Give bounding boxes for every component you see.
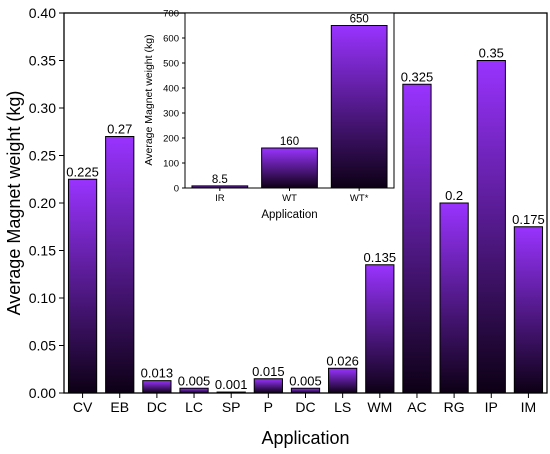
main-x-tick-label: SP: [222, 399, 241, 415]
main-x-tick-label: EB: [110, 399, 129, 415]
inset-x-tick-label: IR: [215, 193, 225, 204]
main-y-axis-title: Average Magnet weight (kg): [4, 91, 24, 316]
inset-bar: [330, 25, 388, 189]
main-data-label: 0.005: [289, 373, 322, 388]
main-data-label: 0.175: [512, 212, 545, 227]
inset-y-tick-label: 200: [163, 134, 179, 145]
main-y-tick-label: 0.05: [29, 338, 56, 354]
inset-bar: [261, 147, 318, 189]
main-bar: [328, 367, 358, 394]
main-bar: [142, 380, 172, 394]
inset-x-tick-label: WT*: [350, 193, 369, 204]
inset-y-tick-label: 700: [163, 9, 179, 20]
main-x-tick-label: IM: [521, 399, 537, 415]
main-x-tick-label: DC: [295, 399, 315, 415]
main-x-tick-label: RG: [444, 399, 465, 415]
inset-bar-chart: 8.5 160 650 0 100 200 300 400 500 600 700 IR WT WT*…: [143, 9, 395, 221]
main-y-tick-label: 0.30: [29, 100, 56, 116]
main-data-label: 0.015: [252, 364, 285, 379]
main-data-label: 0.2: [445, 188, 463, 203]
main-y-tick-label: 0.40: [29, 5, 56, 21]
main-x-tick-label: CV: [73, 399, 93, 415]
inset-y-tick-label: 400: [163, 84, 179, 95]
main-y-tick-label: 0.15: [29, 243, 56, 259]
inset-x-ticks: IR WT WT*: [215, 188, 369, 204]
main-bar: [513, 226, 544, 394]
inset-data-label: 8.5: [212, 174, 228, 186]
main-x-tick-label: DC: [147, 399, 167, 415]
main-y-tick-label: 0.20: [29, 195, 56, 211]
inset-plot-frame: [184, 12, 395, 189]
main-bar: [253, 378, 283, 394]
main-data-label: 0.325: [401, 69, 434, 84]
inset-y-tick-label: 100: [163, 159, 179, 170]
main-x-tick-label: LC: [185, 399, 203, 415]
main-bar: [179, 387, 209, 394]
inset-data-label: 650: [350, 14, 369, 26]
main-data-labels: 0.225 0.27 0.013 0.005 0.001 0.015 0.005 0.026 0…: [66, 46, 544, 393]
inset-y-tick-label: 500: [163, 59, 179, 70]
inset-y-tick-label: 600: [163, 34, 179, 45]
main-bar: [67, 178, 98, 394]
main-data-label: 0.135: [364, 250, 397, 265]
main-data-label: 0.27: [107, 122, 132, 137]
main-bars: [67, 60, 544, 394]
main-bar: [402, 83, 432, 394]
main-y-ticks: 0.00 0.05 0.10 0.15 0.20 0.25 0.30 0.35 0.40: [29, 5, 64, 401]
main-x-tick-label: WM: [367, 399, 392, 415]
main-data-label: 0.005: [178, 373, 211, 388]
inset-y-axis-title: Average Magnet weight (kg): [143, 34, 155, 165]
main-bar: [290, 387, 321, 394]
inset-y-ticks: 0 100 200 300 400 500 600 700: [163, 9, 185, 195]
inset-bars: [191, 25, 388, 189]
inset-y-tick-label: 300: [163, 109, 179, 120]
inset-data-label: 160: [280, 136, 299, 148]
main-y-tick-label: 0.10: [29, 290, 56, 306]
main-data-label: 0.026: [326, 353, 359, 368]
inset-x-tick-label: WT: [282, 193, 297, 204]
inset-x-axis-title: Application: [261, 209, 317, 221]
main-data-label: 0.001: [215, 377, 248, 392]
main-y-tick-label: 0.00: [29, 385, 56, 401]
main-data-label: 0.225: [66, 164, 99, 179]
main-x-tick-label: P: [264, 399, 273, 415]
main-bar: [105, 136, 135, 394]
inset-y-tick-label: 0: [174, 184, 179, 195]
main-x-tick-label: IP: [485, 399, 498, 415]
main-data-label: 0.35: [479, 46, 504, 61]
inset-data-labels: 8.5 160 650: [212, 14, 369, 186]
main-y-tick-label: 0.25: [29, 148, 56, 164]
main-x-tick-label: LS: [334, 399, 351, 415]
main-bar: [476, 60, 506, 394]
main-bar: [365, 264, 395, 394]
main-data-label: 0.013: [141, 366, 174, 381]
main-x-ticks: CV EB DC LC SP P DC LS WM AC RG IP IM: [73, 393, 536, 415]
main-x-tick-label: AC: [407, 399, 426, 415]
main-bar: [439, 202, 469, 394]
main-y-tick-label: 0.35: [29, 53, 56, 69]
main-bar-chart: 0.225 0.27 0.013 0.005 0.001 0.015 0.005 0.026 0…: [4, 5, 548, 448]
main-x-axis-title: Application: [261, 428, 349, 448]
